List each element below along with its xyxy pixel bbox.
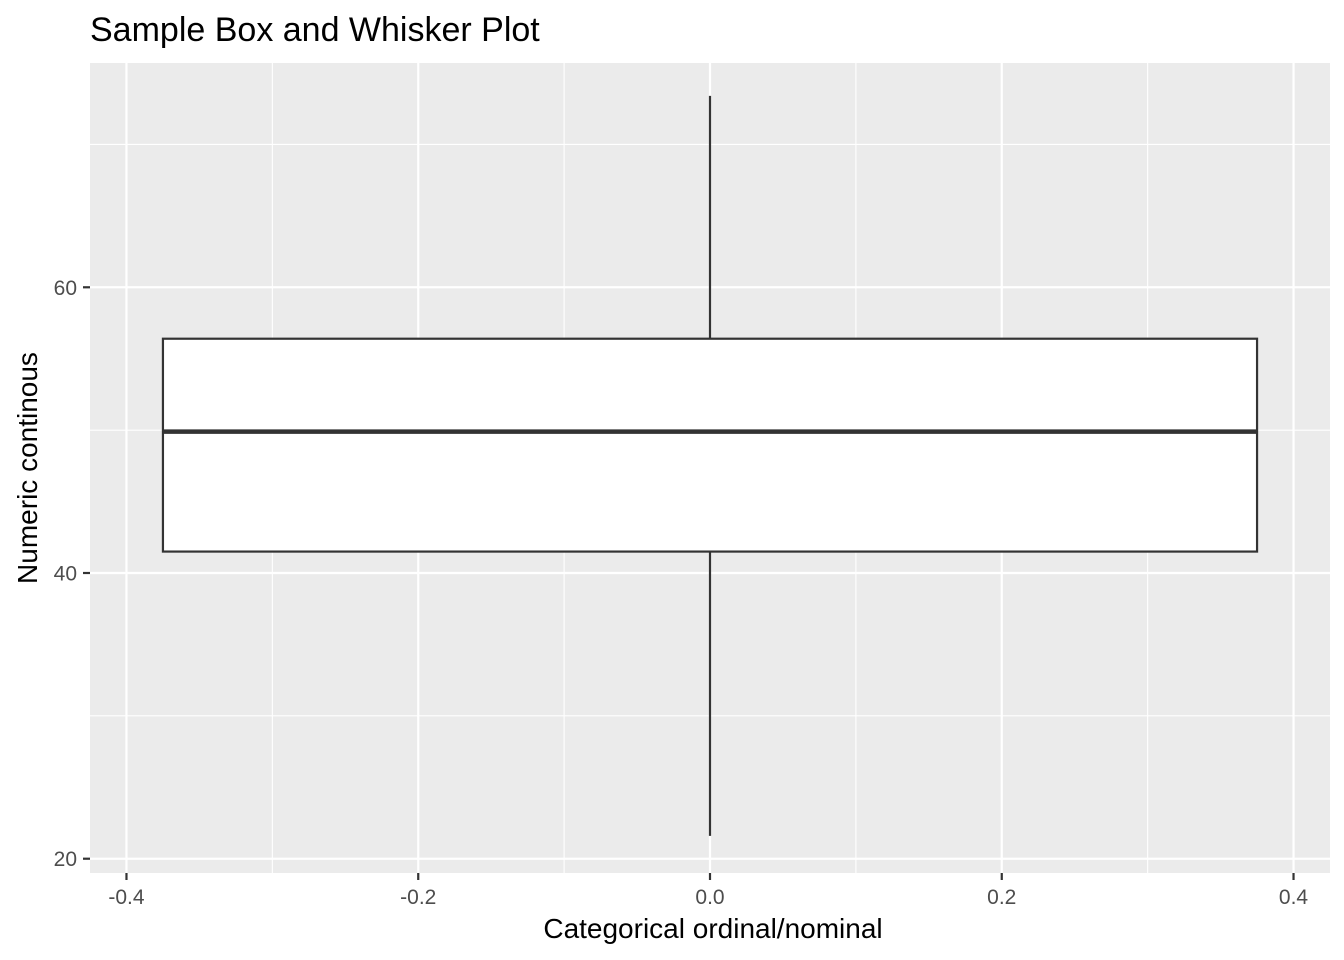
interquartile-box (161, 337, 1259, 553)
y-axis-title: Numeric continous (12, 352, 43, 584)
y-tick-label: 60 (54, 277, 77, 300)
chart-title: Sample Box and Whisker Plot (90, 11, 540, 49)
box-layer (161, 95, 1259, 836)
x-tick-label: 0.2 (987, 886, 1016, 909)
y-tick-label: 20 (54, 848, 77, 871)
y-tick-label: 40 (54, 563, 77, 586)
x-tick-label: -0.4 (108, 886, 145, 909)
x-tick-label: 0.0 (695, 886, 724, 909)
y-axis: 20 40 60 (54, 277, 90, 871)
x-tick-label: -0.2 (400, 886, 436, 909)
x-axis-title: Categorical ordinal/nominal (543, 913, 882, 944)
x-tick-label: 0.4 (1279, 886, 1309, 909)
x-axis: -0.4 -0.2 0.0 0.2 0.4 (108, 873, 1308, 909)
